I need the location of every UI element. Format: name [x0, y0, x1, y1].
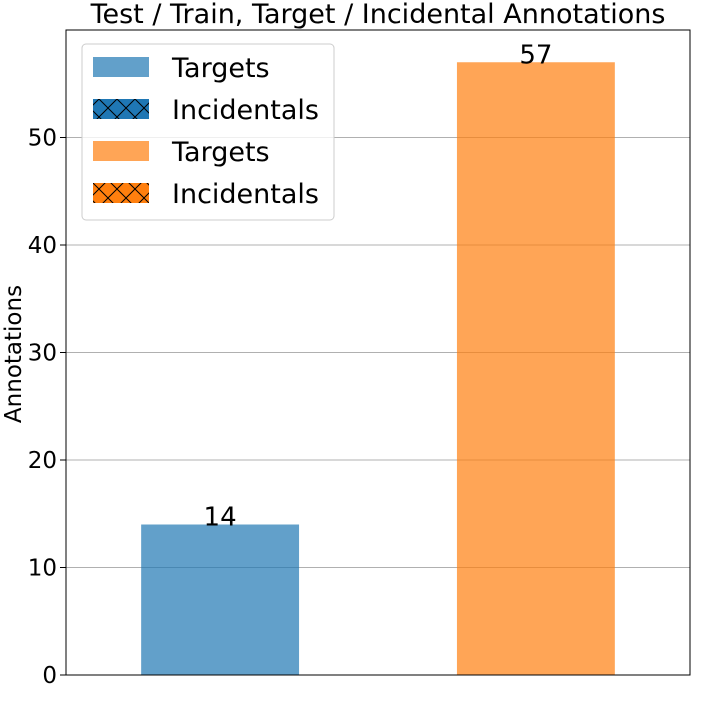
legend-swatch-hatch [93, 99, 149, 119]
legend-box [81, 43, 335, 221]
y-tick-label: 40 [28, 233, 57, 259]
legend-label: Incidentals [172, 179, 319, 210]
legend-label: Incidentals [172, 95, 319, 126]
bar-targets-0 [141, 524, 300, 675]
chart-title: Test / Train, Target / Incidental Annota… [90, 0, 666, 30]
bar-value-label: 57 [519, 40, 552, 70]
bar-targets-1 [456, 62, 615, 675]
y-tick-label: 50 [28, 126, 57, 152]
bar-value-labels: 14 57 [204, 40, 553, 532]
legend-swatch [93, 141, 149, 161]
y-tick-label: 10 [28, 556, 57, 582]
legend: Targets Incidentals Targets Incidentals [81, 43, 335, 221]
legend-swatch [93, 57, 149, 77]
y-axis-ticks: 0 10 20 30 40 50 [28, 126, 66, 689]
legend-label: Targets [171, 53, 270, 84]
y-tick-label: 20 [28, 448, 57, 474]
bar-value-label: 14 [204, 503, 237, 533]
y-axis-label: Annotations [1, 285, 27, 423]
y-tick-label: 0 [42, 663, 57, 689]
y-tick-label: 30 [28, 341, 57, 367]
bars [141, 62, 615, 675]
legend-label: Targets [171, 137, 270, 168]
legend-swatch-hatch [93, 183, 149, 203]
